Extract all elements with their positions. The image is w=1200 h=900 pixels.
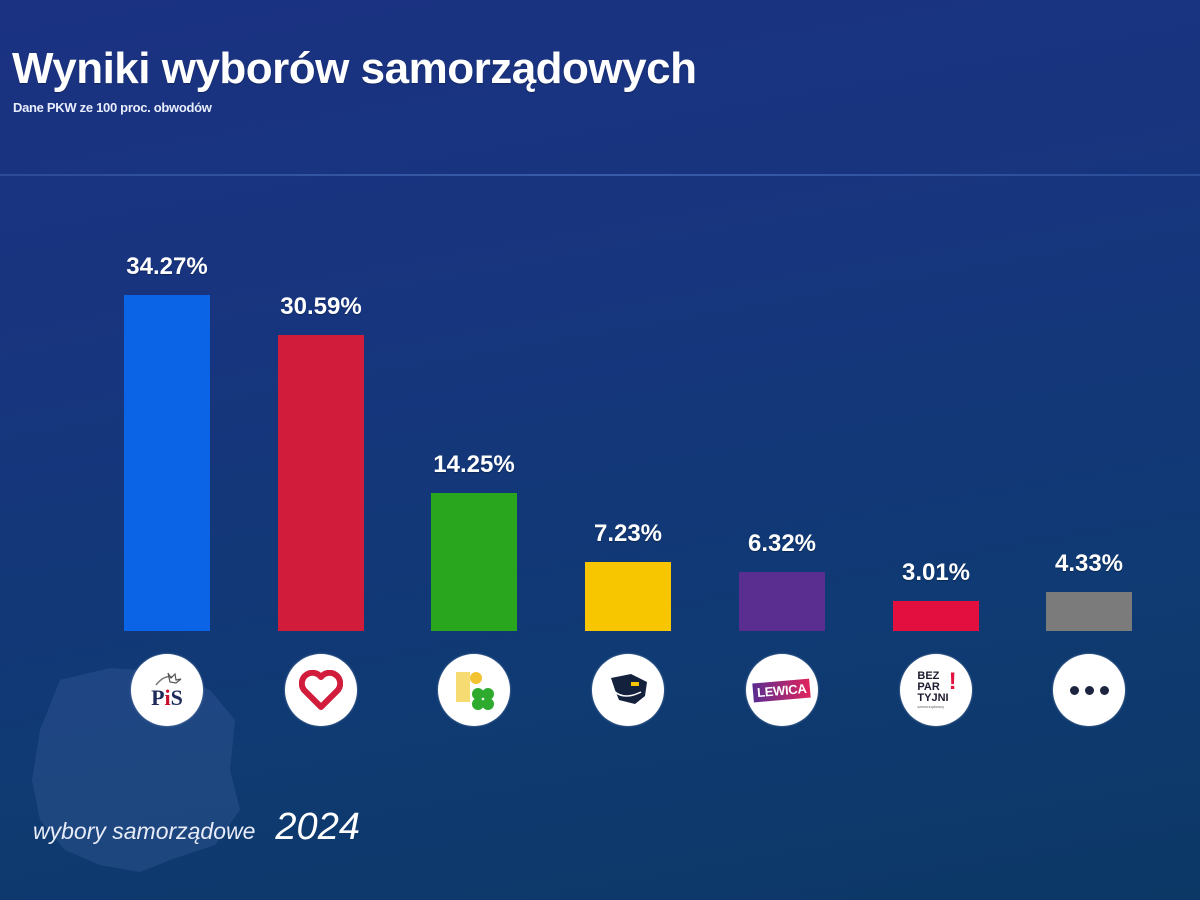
caption-text: wybory samorządowe: [33, 818, 256, 844]
lewica-logo-icon: LEWICA: [746, 654, 818, 726]
bar: [1046, 592, 1132, 631]
bar-group: 14.25%: [431, 451, 517, 631]
konfederacja-logo-icon: [592, 654, 664, 726]
pis-logo-icon: PiS: [131, 654, 203, 726]
bar-value-label: 34.27%: [126, 253, 208, 280]
more-dots-icon: [1053, 654, 1125, 726]
bar: [739, 572, 825, 631]
bar-group: 3.01%: [893, 559, 979, 631]
bar-value-label: 7.23%: [593, 520, 663, 547]
caption-year: 2024: [275, 806, 360, 848]
page-subtitle: Dane PKW ze 100 proc. obwodów: [13, 100, 212, 115]
header-divider: [0, 174, 1200, 176]
bar-value-label: 14.25%: [433, 451, 515, 478]
bar: [124, 295, 210, 631]
bezpartyjni-logo-icon: BEZ PAR TYJNI! samorządowcy: [900, 654, 972, 726]
trzecia-droga-logo-icon: [438, 654, 510, 726]
bar-value-label: 30.59%: [280, 293, 362, 320]
bar-group: 6.32%: [739, 530, 825, 631]
bar-group: 34.27%: [124, 253, 210, 631]
bar-value-label: 3.01%: [901, 559, 971, 586]
bar-group: 4.33%: [1046, 550, 1132, 631]
bar: [585, 562, 671, 631]
bar-group: 30.59%: [278, 293, 364, 631]
footer-caption: wybory samorządowe 2024: [33, 806, 360, 849]
bar: [431, 493, 517, 631]
ko-heart-icon: [285, 654, 357, 726]
bar-value-label: 6.32%: [747, 530, 817, 557]
page-title: Wyniki wyborów samorządowych: [12, 44, 697, 93]
bar-value-label: 4.33%: [1054, 550, 1124, 577]
bar: [278, 335, 364, 631]
bar: [893, 601, 979, 631]
bar-group: 7.23%: [585, 520, 671, 631]
